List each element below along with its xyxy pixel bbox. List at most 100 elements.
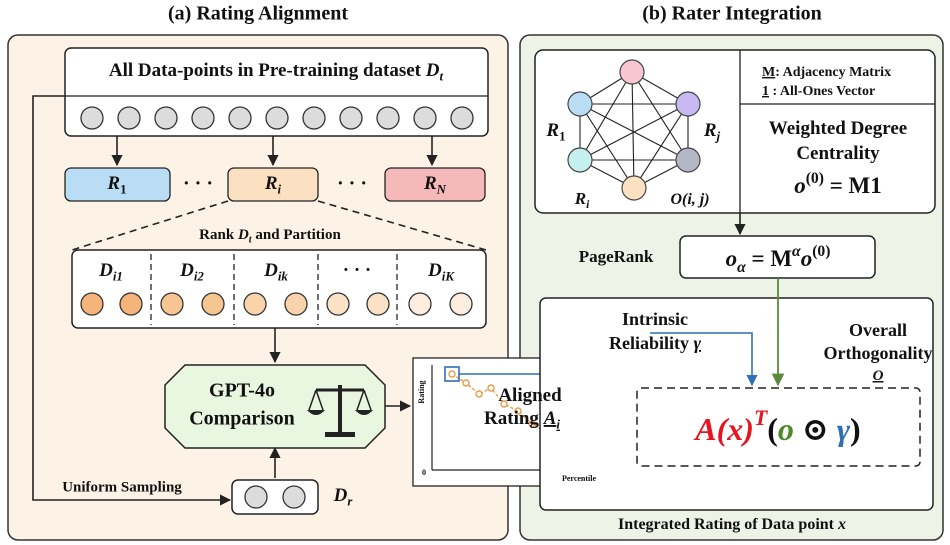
data-point: [154, 106, 178, 130]
graph-edge: [631, 71, 635, 189]
partition-point: [160, 292, 184, 316]
text-part: o: [726, 246, 738, 271]
text-part: O: [873, 368, 884, 384]
text-part: Aligned: [498, 385, 562, 406]
text-part: γ: [837, 411, 851, 447]
text-part: N: [436, 182, 447, 197]
text-part: i: [278, 182, 282, 197]
plot-x-label: Percentile: [562, 474, 597, 483]
text-part: and Partition: [252, 227, 342, 243]
partition-point: [366, 292, 390, 316]
text-part: D: [98, 260, 113, 281]
text-part: : Adjacency Matrix: [775, 65, 891, 80]
dataset-label: All Data-points in Pre-training dataset …: [109, 60, 444, 83]
text-part: Rank: [199, 227, 238, 243]
text-part: ik: [278, 269, 289, 284]
text-part: (x): [717, 411, 754, 447]
sample-point: [282, 485, 306, 509]
data-point: [339, 106, 363, 130]
graph-node: [675, 91, 701, 117]
partition-separators: [150, 254, 398, 325]
text-part: · · ·: [343, 260, 372, 281]
text-part: D: [427, 260, 442, 281]
partition-point: [119, 292, 143, 316]
text-part: Orthogonality: [823, 343, 932, 363]
text-part: A: [693, 411, 716, 447]
connectors: [32, 95, 487, 506]
centrality-label: Centrality: [796, 143, 880, 164]
graph-edge: [579, 103, 689, 161]
text-part: Overall: [849, 320, 907, 340]
data-point: [450, 106, 474, 130]
rater-label: Ri: [264, 173, 282, 196]
text-part: D: [237, 227, 249, 243]
graph-edge: [631, 71, 689, 161]
text-part: O(i, j): [670, 191, 709, 208]
node-label: Ri: [574, 189, 590, 211]
text-part: All Data-points in Pre-training dataset: [109, 60, 426, 81]
partition-label: DiK: [427, 260, 455, 283]
plot-origin: 0: [422, 468, 426, 477]
partition-point: [243, 292, 267, 316]
text-part: i: [556, 417, 560, 432]
rater-box: [384, 167, 486, 202]
graph-node: [619, 59, 645, 85]
orthogonality-label: Overall: [849, 320, 907, 340]
node-label: Rj: [703, 120, 721, 143]
text-part: (0): [806, 169, 824, 186]
integration-formula: A(x)T(o ⊙ γ): [693, 406, 860, 447]
text-part: ): [850, 411, 861, 447]
data-point: [228, 106, 252, 130]
comparison-label: Comparison: [189, 408, 295, 430]
rater-box: [64, 167, 171, 202]
sample-point: [244, 485, 268, 509]
data-point: [265, 106, 289, 130]
data-point: [117, 106, 141, 130]
plot-y-label: Rating: [417, 380, 426, 403]
rater-label: R1: [106, 173, 126, 196]
text-part: Reliability: [609, 333, 694, 353]
rating-curve: [451, 373, 587, 465]
text-part: (: [767, 411, 778, 447]
text-part: r: [347, 494, 353, 509]
integration-caption: Integrated Rating of Data point x: [618, 516, 846, 533]
formula-box: [636, 387, 921, 467]
data-point: [413, 106, 437, 130]
reliability-arrow: [650, 332, 758, 387]
text-part: R: [574, 189, 586, 208]
partition-point: [449, 292, 473, 316]
reliability-label: Reliability γ: [609, 333, 702, 353]
text-part: A: [543, 408, 557, 429]
scale-icon: [307, 385, 373, 437]
sampling-label: Uniform Sampling: [62, 479, 182, 495]
text-part: D: [263, 260, 278, 281]
aligned-label: Rating Ai: [484, 408, 560, 431]
partition-point: [284, 292, 308, 316]
orthogonality-label: O: [873, 368, 884, 384]
partition-box: [71, 249, 487, 329]
text-part: = M1: [824, 173, 882, 198]
text-part: ⊙: [794, 411, 837, 447]
graph-edge: [579, 71, 633, 161]
node-label: R1: [545, 120, 565, 143]
text-part: R: [264, 173, 278, 194]
text-part: R: [703, 120, 717, 141]
reliability-label: Intrinsic: [622, 309, 688, 329]
data-point: [302, 106, 326, 130]
text-part: 1: [120, 182, 126, 197]
text-part: o: [778, 411, 794, 447]
text-part: 1: [762, 84, 769, 99]
text-part: Centrality: [796, 143, 880, 164]
text-part: T: [754, 406, 768, 430]
partition-point: [326, 292, 350, 316]
text-part: i1: [113, 269, 123, 284]
text-part: iK: [442, 269, 456, 284]
reference-label: Dr: [333, 485, 354, 508]
text-part: D: [333, 485, 348, 506]
graph-edge: [633, 103, 689, 189]
data-point: [376, 106, 400, 130]
panel-title: (a) Rating Alignment: [168, 3, 348, 25]
text-part: j: [715, 129, 721, 144]
text-part: i: [586, 198, 590, 211]
legend-entry: 1 : All-Ones Vector: [762, 84, 875, 99]
